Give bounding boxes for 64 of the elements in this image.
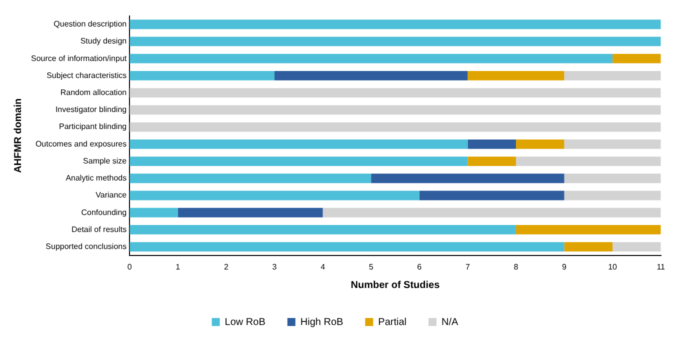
bar [564, 242, 613, 252]
bar [468, 156, 516, 166]
y-tick-label: Variance [96, 190, 128, 200]
legend-label: High RoB [300, 316, 344, 328]
x-tick-label: 0 [127, 262, 132, 272]
y-tick-label: Analytic methods [66, 174, 127, 183]
bar [516, 225, 661, 234]
bar [130, 88, 661, 98]
bar [419, 190, 564, 200]
y-tick-label: Outcomes and exposures [35, 139, 127, 148]
legend-label: Low RoB [224, 316, 266, 328]
y-tick-label: Detail of results [71, 224, 127, 234]
bar [130, 139, 468, 149]
x-tick-label: 2 [224, 262, 229, 272]
bar [468, 70, 564, 80]
x-axis-title: Number of Studies [350, 280, 440, 291]
x-tick-label: 4 [320, 262, 326, 272]
bar [322, 208, 661, 218]
x-tick-label: 11 [656, 262, 666, 272]
y-axis-title: AHFMR domain [12, 98, 24, 173]
bar [130, 122, 661, 132]
bar [130, 190, 420, 200]
y-tick-label: Participant blinding [59, 122, 127, 132]
bar [178, 208, 323, 218]
x-tick-label: 1 [176, 262, 181, 272]
x-tick-label: 6 [417, 262, 422, 272]
x-tick-label: 8 [514, 262, 519, 272]
x-tick-label: 3 [272, 262, 278, 272]
bar [371, 174, 564, 184]
bar [274, 70, 468, 80]
bar [130, 105, 661, 115]
bar [130, 54, 613, 64]
bar [130, 242, 564, 252]
y-tick-label: Subject characteristics [46, 70, 127, 80]
y-tick-label: Confounding [81, 208, 127, 217]
y-tick-label: Study design [80, 36, 127, 46]
bar [130, 20, 661, 30]
y-tick-label: Sample size [83, 156, 128, 166]
y-tick-label: Random allocation [60, 88, 127, 98]
x-tick-label: 10 [608, 262, 618, 272]
legend-label: Partial [378, 316, 407, 328]
bar [516, 156, 661, 166]
y-tick-label: Source of information/input [31, 54, 128, 63]
bar [130, 225, 516, 234]
legend-label: N/A [442, 316, 459, 328]
bar [130, 36, 661, 46]
y-tick-label: Supported conclusions [46, 242, 127, 252]
bar [612, 54, 661, 64]
bar [612, 242, 661, 252]
bar [564, 139, 661, 149]
bar [468, 139, 516, 149]
bar [130, 70, 274, 80]
x-tick-label: 7 [465, 262, 470, 272]
bar [130, 208, 178, 218]
bar [564, 174, 661, 184]
x-tick-label: 9 [562, 262, 568, 272]
bar [564, 70, 661, 80]
x-tick-label: 5 [368, 262, 374, 272]
bar [516, 139, 564, 149]
y-tick-label: Investigator blinding [55, 105, 127, 114]
bar [130, 156, 468, 166]
bar [130, 174, 372, 184]
y-tick-label: Question description [54, 20, 127, 29]
bar [564, 190, 661, 200]
